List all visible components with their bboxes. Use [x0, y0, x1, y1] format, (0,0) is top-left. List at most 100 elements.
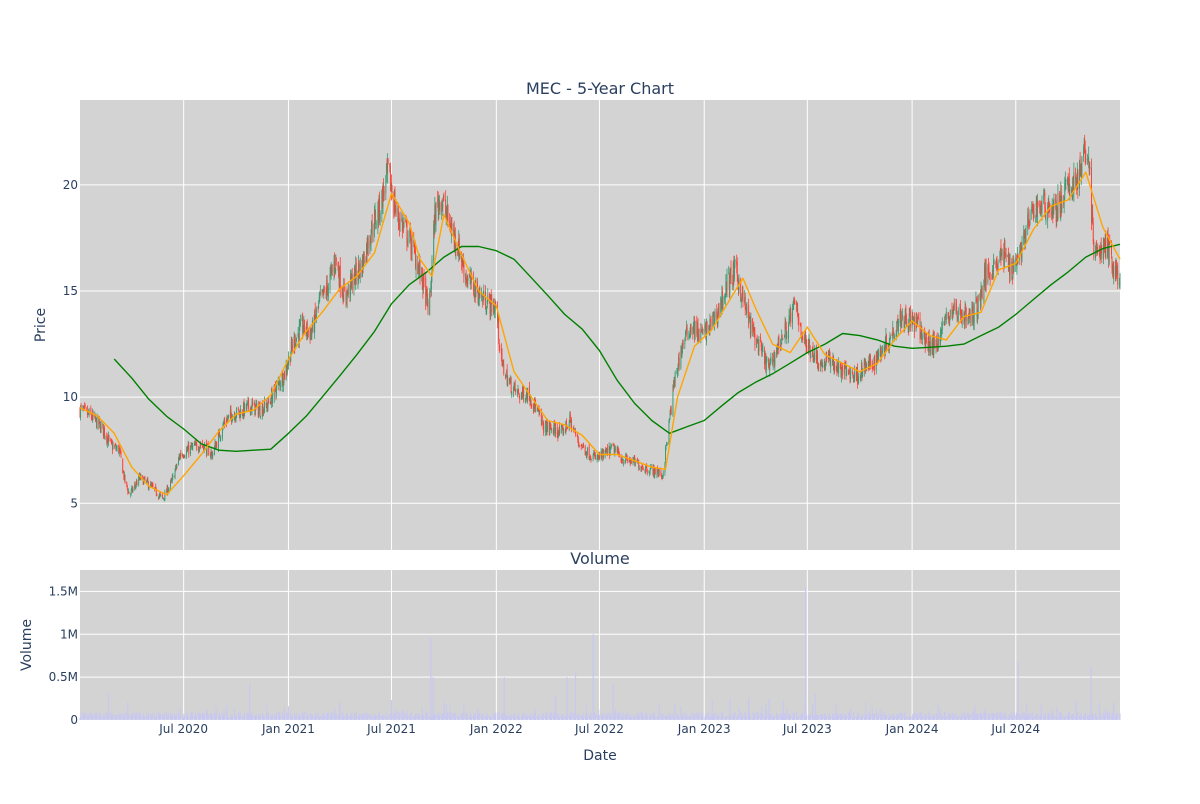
volume-bar	[856, 713, 858, 720]
candle-body	[573, 427, 575, 431]
volume-spike-bar	[748, 697, 750, 720]
candle-body	[1088, 161, 1090, 173]
price-y-tick-label: 20	[63, 178, 78, 192]
candle-body	[1084, 143, 1086, 148]
candle-body	[491, 298, 493, 313]
candle-body	[740, 279, 742, 301]
candle-body	[674, 380, 676, 383]
x-tick-label: Jan 2023	[677, 722, 731, 736]
volume-bar	[572, 713, 574, 720]
volume-bar	[203, 716, 205, 720]
candle-body	[570, 419, 572, 424]
volume-bar	[150, 714, 152, 720]
candle-body	[124, 474, 126, 483]
volume-bar	[530, 715, 532, 720]
volume-bar	[486, 716, 488, 720]
candle-body	[1087, 159, 1089, 162]
volume-bar	[250, 717, 252, 720]
candle-body	[382, 184, 384, 207]
candle-body	[844, 365, 846, 368]
candle-body	[104, 436, 106, 438]
volume-y-tick-label: 0.5M	[49, 670, 78, 684]
candle-body	[1067, 176, 1069, 190]
candle-body	[114, 444, 116, 446]
candle-body	[278, 380, 280, 381]
candle-body	[1056, 213, 1058, 221]
volume-bar	[395, 709, 397, 720]
volume-bar	[465, 711, 467, 720]
volume-bar	[653, 711, 655, 720]
candle-body	[710, 319, 712, 327]
candle-body	[776, 347, 778, 355]
candle-body	[662, 472, 664, 477]
candle-body	[503, 364, 505, 374]
volume-bar	[446, 712, 448, 720]
volume-y-tick-label: 0	[70, 713, 78, 727]
candle-body	[164, 491, 166, 500]
candle-body	[94, 414, 96, 418]
volume-bar	[210, 713, 212, 720]
volume-bar	[788, 717, 790, 720]
volume-bar	[410, 713, 412, 720]
candle-body	[868, 360, 870, 366]
volume-bar	[437, 712, 439, 720]
candle-body	[541, 419, 543, 422]
candle-body	[1013, 263, 1014, 270]
candle-body	[752, 326, 754, 331]
candle-body	[142, 477, 144, 485]
volume-plot-area	[80, 570, 1120, 720]
candle-body	[142, 476, 144, 477]
candle-body	[339, 265, 341, 290]
volume-bar	[662, 714, 664, 720]
x-tick-label: Jul 2022	[574, 722, 624, 736]
candle-body	[130, 489, 132, 494]
volume-bar	[474, 716, 476, 720]
volume-bar	[330, 715, 332, 720]
candle-body	[754, 333, 756, 346]
candle-body	[1023, 233, 1025, 238]
candle-body	[810, 355, 812, 359]
volume-bar	[291, 715, 293, 720]
volume-bar	[246, 713, 248, 720]
volume-bar	[358, 714, 360, 720]
candle-body	[194, 442, 196, 446]
candle-body	[228, 414, 230, 416]
volume-bar	[578, 715, 580, 720]
volume-bar	[492, 713, 494, 720]
candle-body	[273, 385, 275, 399]
candle-body	[216, 442, 218, 448]
candle-body	[837, 368, 839, 372]
volume-spike-bar	[612, 684, 614, 720]
candle-body	[925, 332, 927, 343]
volume-bar	[310, 714, 312, 720]
volume-bar	[904, 717, 906, 720]
volume-bar	[441, 714, 443, 720]
candle-body	[1111, 257, 1113, 269]
volume-bar	[757, 712, 759, 720]
candle-body	[618, 452, 620, 454]
volume-bar	[252, 714, 254, 720]
candle-body	[876, 352, 878, 364]
volume-bar	[991, 712, 993, 720]
candle-body	[696, 320, 698, 335]
volume-bar	[661, 712, 663, 720]
volume-bar	[482, 714, 484, 720]
volume-bar	[838, 714, 840, 720]
volume-bar	[196, 713, 198, 720]
candle-body	[1048, 204, 1050, 210]
volume-bar	[645, 715, 647, 720]
volume-bar	[365, 717, 367, 720]
volume-bar	[164, 713, 166, 720]
candle-body	[698, 335, 699, 338]
volume-bar	[664, 715, 666, 720]
candle-body	[975, 298, 977, 303]
volume-bar	[694, 714, 696, 720]
volume-bar	[1021, 713, 1023, 720]
volume-bar	[1039, 714, 1041, 720]
volume-bar	[657, 717, 659, 720]
volume-bar	[358, 717, 360, 720]
candle-body	[98, 416, 100, 426]
volume-bar	[318, 717, 320, 720]
volume-bar	[189, 713, 191, 720]
volume-bar	[103, 716, 105, 720]
